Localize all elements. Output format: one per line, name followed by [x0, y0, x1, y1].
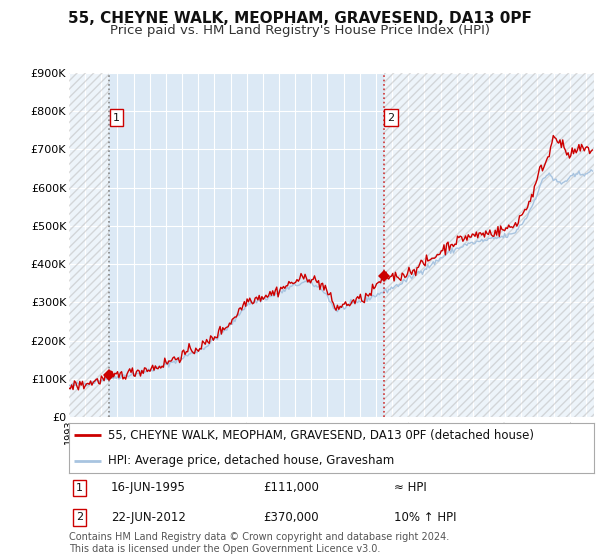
Text: Contains HM Land Registry data © Crown copyright and database right 2024.
This d: Contains HM Land Registry data © Crown c… [69, 532, 449, 554]
Text: ≈ HPI: ≈ HPI [395, 481, 427, 494]
Text: 55, CHEYNE WALK, MEOPHAM, GRAVESEND, DA13 0PF (detached house): 55, CHEYNE WALK, MEOPHAM, GRAVESEND, DA1… [109, 429, 535, 442]
Text: 2: 2 [76, 512, 83, 522]
Bar [69, 73, 109, 417]
Text: 2: 2 [388, 113, 395, 123]
Text: 16-JUN-1995: 16-JUN-1995 [111, 481, 186, 494]
Text: £370,000: £370,000 [263, 511, 319, 524]
Text: 1: 1 [76, 483, 83, 493]
Text: 1: 1 [113, 113, 120, 123]
Text: 10% ↑ HPI: 10% ↑ HPI [395, 511, 457, 524]
Text: HPI: Average price, detached house, Gravesham: HPI: Average price, detached house, Grav… [109, 454, 395, 467]
Text: Price paid vs. HM Land Registry's House Price Index (HPI): Price paid vs. HM Land Registry's House … [110, 24, 490, 36]
Text: 55, CHEYNE WALK, MEOPHAM, GRAVESEND, DA13 0PF: 55, CHEYNE WALK, MEOPHAM, GRAVESEND, DA1… [68, 11, 532, 26]
Text: 22-JUN-2012: 22-JUN-2012 [111, 511, 186, 524]
Text: £111,000: £111,000 [263, 481, 319, 494]
Bar [383, 73, 594, 417]
